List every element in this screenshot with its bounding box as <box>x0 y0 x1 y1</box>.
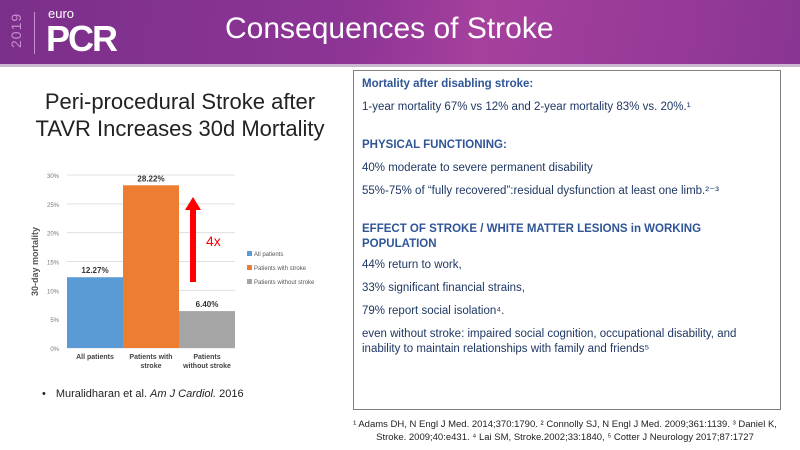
bullet: • <box>42 388 46 400</box>
bar <box>179 311 235 348</box>
x-tick-label: Patients <box>193 354 220 361</box>
y-tick-label: 25% <box>47 203 60 209</box>
legend-label: All patients <box>254 252 283 258</box>
y-tick-label: 20% <box>47 232 60 238</box>
effect-item: even without stroke: impaired social cog… <box>362 328 737 355</box>
mortality-text: 1-year mortality 67% vs 12% and 2-year m… <box>362 101 691 113</box>
x-tick-label: All patients <box>76 354 114 361</box>
chart-citation: • Muralidharan et al. Am J Cardiol. 2016 <box>42 388 244 400</box>
header-banner: 2019 euro PCR Consequences of Stroke <box>0 0 800 64</box>
physical-item: 55%-75% of “fully recovered”:residual dy… <box>362 185 719 197</box>
stroke-consequences-box: Mortality after disabling stroke: 1-year… <box>353 70 781 410</box>
physical-heading: PHYSICAL FUNCTIONING: <box>362 139 507 151</box>
y-tick-label: 0% <box>50 347 59 353</box>
physical-item: 40% moderate to severe permanent disabil… <box>362 162 593 174</box>
x-tick-label: Patients with <box>129 354 172 361</box>
y-tick-label: 15% <box>47 261 60 267</box>
logo-divider <box>34 12 35 54</box>
legend-label: Patients with stroke <box>254 266 307 272</box>
chart-subtitle: Peri-procedural Stroke after TAVR Increa… <box>35 89 325 141</box>
effect-item: 33% significant financial strains, <box>362 282 525 294</box>
y-tick-label: 30% <box>47 174 60 180</box>
header-divider <box>0 64 800 67</box>
citation-year: 2016 <box>219 388 244 400</box>
legend-swatch <box>247 265 252 270</box>
effect-heading: EFFECT OF STROKE / WHITE MATTER LESIONS … <box>362 223 702 250</box>
y-axis-label: 30-day mortality <box>30 227 40 296</box>
x-tick-label: stroke <box>140 363 161 370</box>
bar <box>123 185 179 348</box>
bar-value-label: 6.40% <box>196 300 219 309</box>
x-tick-label: without stroke <box>182 363 231 370</box>
annotation-4x: 4x <box>206 233 221 249</box>
citation-authors: Muralidharan et al. <box>55 388 147 400</box>
mortality-heading: Mortality after disabling stroke: <box>362 78 534 90</box>
citation-journal: Am J Cardiol. <box>150 388 217 400</box>
slide-title: Consequences of Stroke <box>225 12 554 45</box>
legend-swatch <box>247 251 252 256</box>
bar-value-label: 12.27% <box>81 266 108 275</box>
y-tick-label: 10% <box>47 289 60 295</box>
arrow-up-icon <box>185 197 201 282</box>
logo-pcr: PCR <box>46 18 118 59</box>
y-tick-label: 5% <box>50 318 59 324</box>
references: ¹ Adams DH, N Engl J Med. 2014;370:1790.… <box>353 419 777 443</box>
legend-label: Patients without stroke <box>254 280 315 286</box>
bar-value-label: 28.22% <box>137 174 164 183</box>
bar <box>67 277 123 348</box>
logo-year: 2019 <box>8 12 24 48</box>
legend-swatch <box>247 279 252 284</box>
effect-item: 44% return to work, <box>362 259 462 271</box>
mortality-bar-chart: 0% 5% 10% 15% 20% 25% 30% 30-day mortality 12.27… <box>30 174 315 370</box>
logo-euro: euro <box>48 6 75 21</box>
effect-item: 79% report social isolation⁴. <box>362 305 505 317</box>
